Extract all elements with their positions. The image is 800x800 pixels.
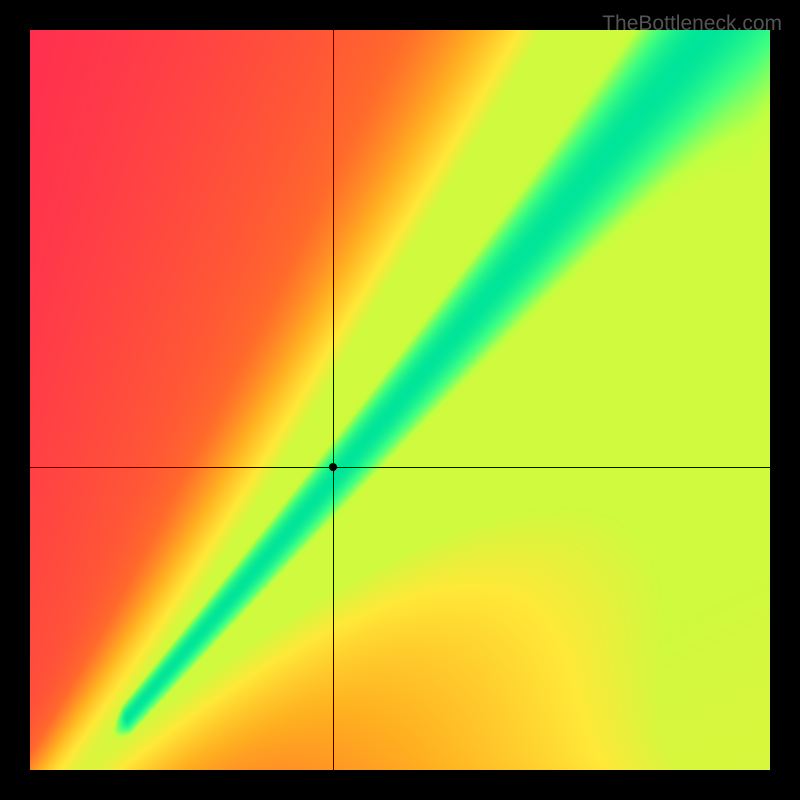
heatmap-canvas bbox=[30, 30, 770, 770]
crosshair-horizontal bbox=[30, 467, 770, 468]
chart-container: TheBottleneck.com bbox=[0, 0, 800, 800]
watermark-text: TheBottleneck.com bbox=[602, 12, 782, 36]
crosshair-vertical bbox=[333, 30, 334, 770]
chart-area bbox=[30, 30, 770, 770]
marker-dot bbox=[329, 463, 337, 471]
